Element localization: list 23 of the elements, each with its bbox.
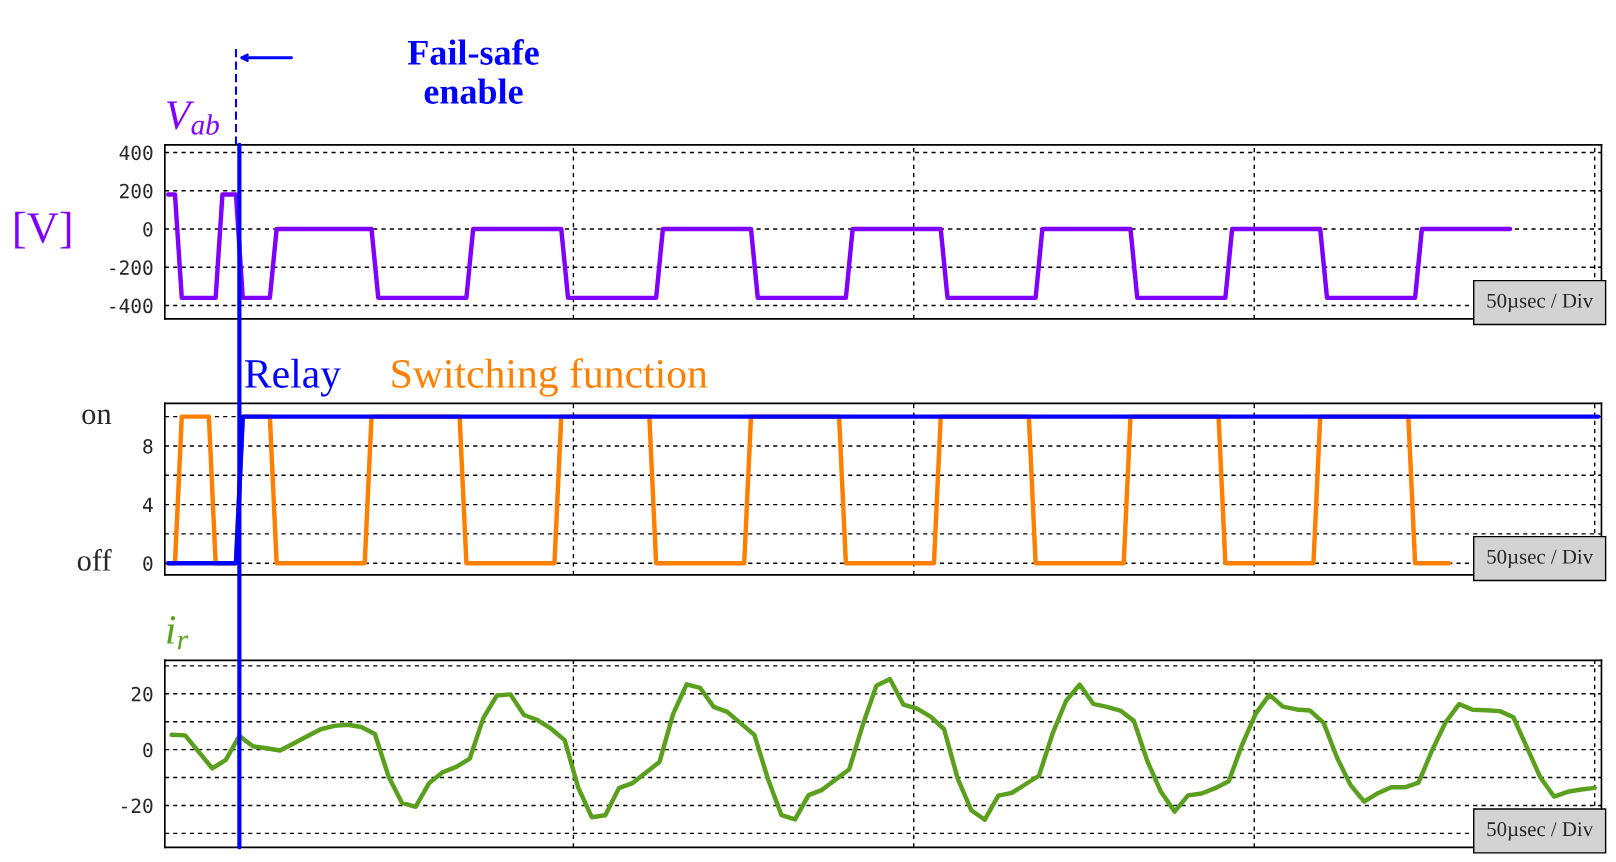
text: off: [77, 549, 112, 571]
y-tick-label: 20: [131, 686, 153, 702]
y-tick-label: 0: [143, 556, 153, 571]
annotation: 50µsec / Div: [1487, 822, 1594, 841]
y-axis-title: [V]: [15, 211, 71, 249]
y-tick-label: -20: [121, 798, 153, 814]
y-tick-label: 8: [143, 438, 153, 454]
series-label: V$_{ab}$: [167, 101, 219, 135]
y-tick-label: -200: [110, 260, 153, 275]
text: i$_{r}$: [167, 616, 189, 650]
line-series: [169, 676, 1597, 822]
text: Fail-safe enable: [407, 39, 539, 104]
y-tick-label: 4: [142, 497, 153, 513]
y-tick-label: 0: [143, 222, 153, 237]
y-tick-label: 0: [143, 742, 153, 758]
series-label: Relay: [245, 358, 341, 397]
annotation: 50µsec / Div: [1487, 293, 1594, 312]
y-tick-label: 200: [120, 183, 153, 199]
text: on: [82, 409, 112, 425]
y-tick-label: -400: [110, 298, 153, 314]
y-tick-label: 400: [119, 145, 153, 161]
series-label: Switching function: [392, 358, 708, 397]
annotation: 50µsec / Div: [1487, 549, 1594, 569]
